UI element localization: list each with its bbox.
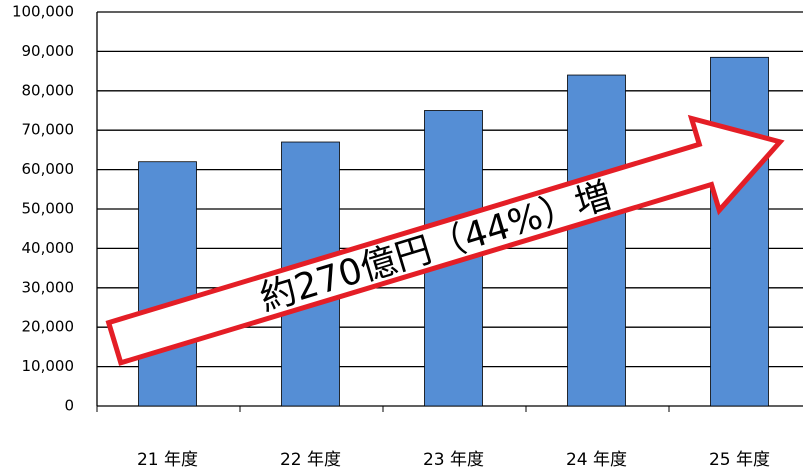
y-tick-label: 90,000 — [22, 42, 75, 60]
x-tick-label: 22 年度 — [280, 450, 341, 470]
y-tick-label: 80,000 — [22, 81, 75, 99]
y-tick-label: 30,000 — [22, 278, 75, 296]
x-tick-label: 21 年度 — [137, 450, 198, 470]
y-tick-label: 100,000 — [12, 3, 74, 21]
x-tick-label: 25 年度 — [709, 450, 770, 470]
y-tick-label: 40,000 — [22, 239, 75, 257]
y-tick-label: 50,000 — [22, 200, 75, 218]
y-tick-label: 10,000 — [22, 357, 75, 375]
arrow-shape — [105, 114, 785, 366]
x-tick-label: 23 年度 — [423, 450, 484, 470]
y-tick-label: 0 — [64, 397, 74, 415]
bar — [567, 74, 626, 407]
bar — [710, 56, 769, 407]
plot-area: 0 10,000 20,000 30,000 40,000 50,000 60,000 70,… — [12, 3, 803, 470]
y-tick-label: 60,000 — [22, 160, 75, 178]
y-tick-label: 70,000 — [22, 121, 75, 139]
y-tick-label: 20,000 — [22, 318, 75, 336]
x-tick-label: 24 年度 — [566, 450, 627, 470]
bar — [138, 161, 197, 407]
